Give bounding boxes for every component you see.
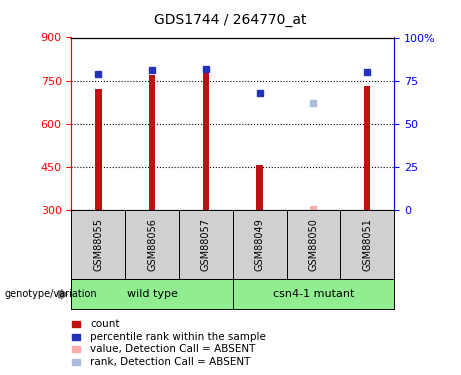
Bar bbox=[256, 165, 263, 210]
Text: GSM88050: GSM88050 bbox=[308, 218, 319, 271]
Text: genotype/variation: genotype/variation bbox=[5, 290, 97, 299]
Text: GSM88056: GSM88056 bbox=[147, 218, 157, 271]
Text: GSM88055: GSM88055 bbox=[93, 218, 103, 271]
Text: GSM88049: GSM88049 bbox=[254, 218, 265, 271]
Text: GSM88056: GSM88056 bbox=[147, 218, 157, 271]
Text: percentile rank within the sample: percentile rank within the sample bbox=[90, 332, 266, 342]
Text: GSM88055: GSM88055 bbox=[93, 218, 103, 271]
Text: GSM88049: GSM88049 bbox=[254, 218, 265, 271]
Bar bbox=[203, 72, 209, 210]
Text: GDS1744 / 264770_at: GDS1744 / 264770_at bbox=[154, 13, 307, 27]
Text: wild type: wild type bbox=[127, 290, 177, 299]
Text: GSM88050: GSM88050 bbox=[308, 218, 319, 271]
Bar bbox=[310, 206, 317, 210]
Text: GSM88057: GSM88057 bbox=[201, 218, 211, 271]
Text: GSM88051: GSM88051 bbox=[362, 218, 372, 271]
Bar bbox=[95, 89, 101, 210]
Text: value, Detection Call = ABSENT: value, Detection Call = ABSENT bbox=[90, 344, 255, 354]
Text: GSM88057: GSM88057 bbox=[201, 218, 211, 271]
Text: csn4-1 mutant: csn4-1 mutant bbox=[273, 290, 354, 299]
FancyArrow shape bbox=[59, 290, 67, 299]
Text: rank, Detection Call = ABSENT: rank, Detection Call = ABSENT bbox=[90, 357, 250, 366]
Bar bbox=[149, 75, 155, 210]
Text: GSM88051: GSM88051 bbox=[362, 218, 372, 271]
Bar bbox=[364, 86, 371, 210]
Text: count: count bbox=[90, 320, 119, 329]
